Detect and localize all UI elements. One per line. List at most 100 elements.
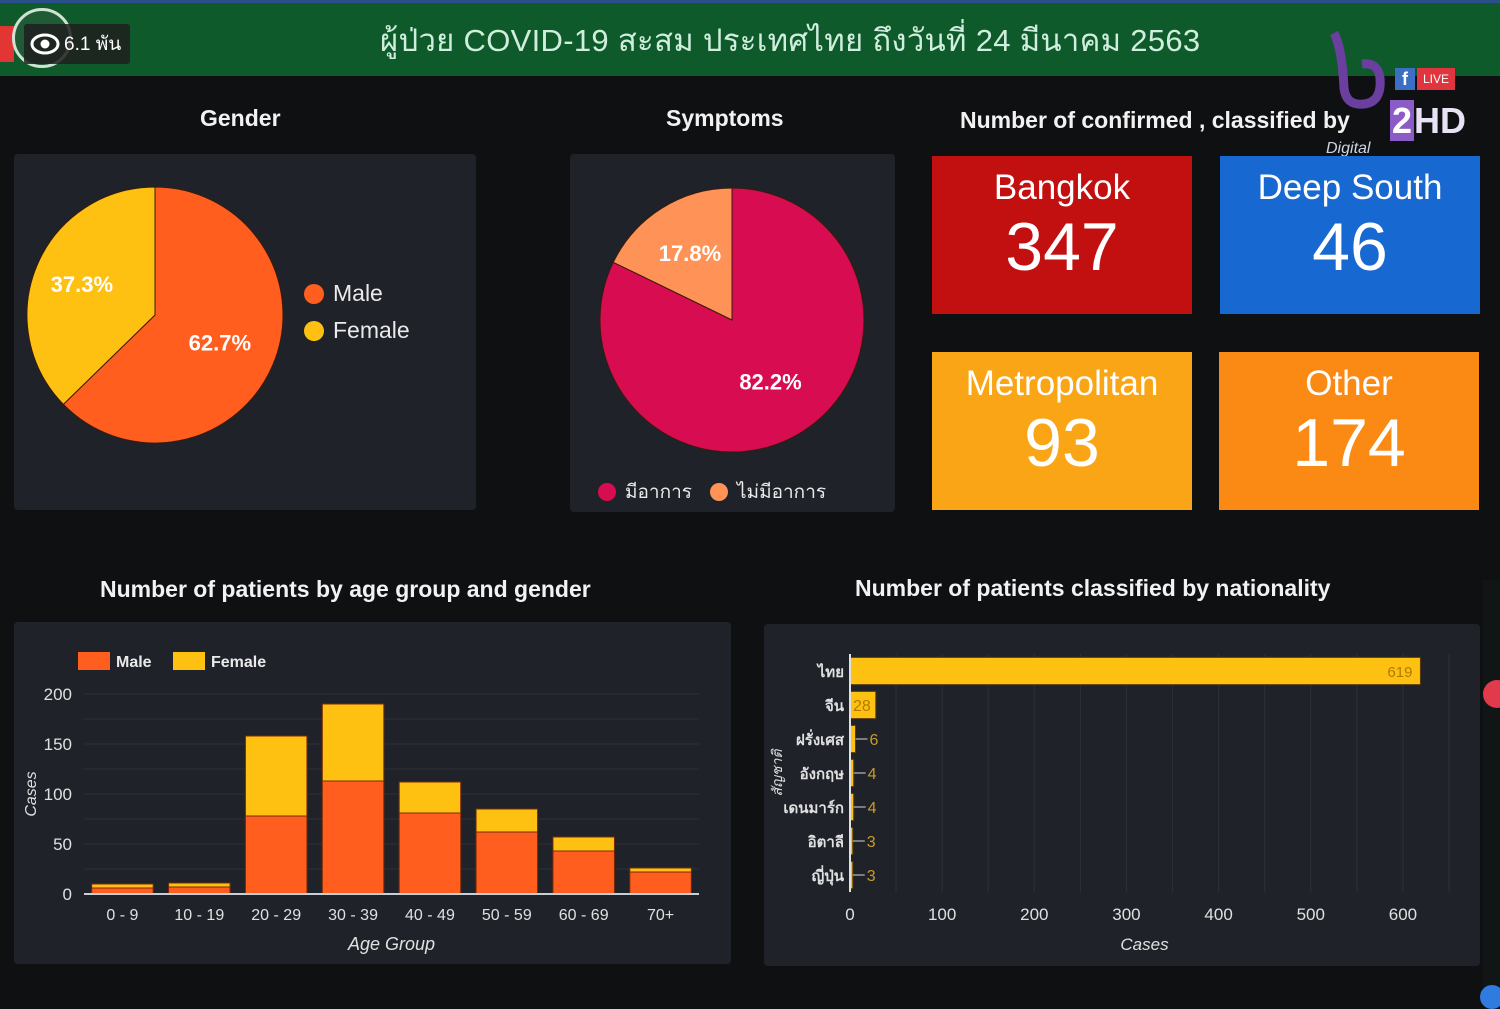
legend-swatch-male <box>78 652 110 670</box>
region-tile-deep-south: Deep South 46 <box>1220 156 1480 314</box>
data-label: 4 <box>868 800 877 817</box>
gender-pie-data-label: 62.7% <box>189 330 251 355</box>
legend-label-female: Female <box>211 654 266 671</box>
x-tick-label: 100 <box>928 905 956 924</box>
y-tick-label: ไทย <box>816 662 844 681</box>
region-value: 46 <box>1312 209 1388 285</box>
page-title: ผู้ป่วย COVID-19 สะสม ประเทศไทย ถึงวันที… <box>380 23 1201 58</box>
data-label: 6 <box>870 732 879 749</box>
gender-title: Gender <box>200 105 281 131</box>
y-tick-label: 0 <box>63 885 72 904</box>
bar-male <box>168 886 231 895</box>
bar-female <box>91 883 154 889</box>
x-tick-label: 400 <box>1204 905 1232 924</box>
bar-female <box>629 867 692 873</box>
channel-logo: f LIVE 2HD Digital <box>1320 28 1470 160</box>
gender-pie-data-label: 37.3% <box>51 272 113 297</box>
symptomatic-swatch <box>598 483 616 501</box>
legend-swatch-female <box>173 652 205 670</box>
x-tick-label: 0 - 9 <box>106 907 138 924</box>
y-tick-label: จีน <box>825 698 845 715</box>
data-label: 3 <box>867 868 876 885</box>
region-label: Other <box>1305 364 1393 403</box>
region-tile-metropolitan: Metropolitan 93 <box>932 352 1192 510</box>
gender-panel: 62.7% 37.3% Male Female <box>14 154 476 510</box>
y-tick-label: อิตาลี <box>808 833 844 851</box>
facebook-icon: f <box>1395 68 1415 90</box>
symptoms-panel: 82.2% 17.8% มีอาการ ไม่มีอาการ <box>570 154 895 512</box>
region-label: Metropolitan <box>965 364 1159 403</box>
symptoms-pie-chart: 82.2% 17.8% <box>599 187 865 453</box>
symptoms-pie-data-label: 82.2% <box>739 370 801 395</box>
x-axis-title: Age Group <box>347 934 435 954</box>
eye-icon <box>30 33 60 55</box>
y-axis-title: สัญชาติ <box>769 748 786 797</box>
age-chart-title: Number of patients by age group and gend… <box>100 576 591 602</box>
header-bar: ผู้ป่วย COVID-19 สะสม ประเทศไทย ถึงวันที… <box>0 0 1500 76</box>
data-label: 3 <box>867 834 876 851</box>
bar-male <box>321 780 385 895</box>
region-value: 174 <box>1292 405 1406 481</box>
reaction-strip <box>1483 580 1500 1000</box>
bar-male <box>398 812 462 895</box>
data-label: 619 <box>1387 664 1412 681</box>
bar-male <box>552 850 615 895</box>
x-tick-label: 10 - 19 <box>174 907 224 924</box>
female-swatch <box>304 320 324 341</box>
viewer-count-badge: 6.1 พัน <box>24 24 130 64</box>
region-tile-other: Other 174 <box>1219 352 1479 510</box>
channel-number: 2HD <box>1390 100 1467 141</box>
regions-title: Number of confirmed , classified by <box>960 107 1350 133</box>
region-label: Bangkok <box>993 168 1131 207</box>
y-tick-label: 200 <box>44 685 72 704</box>
live-indicator <box>0 26 14 62</box>
y-tick-label: เดนมาร์ก <box>783 799 844 817</box>
y-tick-label: 50 <box>53 835 72 854</box>
y-axis-title: Cases <box>23 771 40 816</box>
x-tick-label: 40 - 49 <box>405 907 455 924</box>
x-tick-label: 70+ <box>647 907 674 924</box>
bar-female <box>552 836 615 852</box>
live-badge: LIVE <box>1417 68 1455 90</box>
like-reaction-icon[interactable] <box>1480 985 1500 1009</box>
bar-female <box>168 882 231 888</box>
nationality-chart-panel: 0 100 200 300 400 500 600 ไทย 619 จีน 28 ฝรั่งเศส 6 อ… <box>764 624 1480 966</box>
nationality-bar-chart: 0 100 200 300 400 500 600 ไทย 619 จีน 28 ฝรั่งเศส 6 อ… <box>769 654 1450 954</box>
nationality-chart-title: Number of patients classified by nationa… <box>855 575 1331 601</box>
y-tick-label: 100 <box>44 785 72 804</box>
x-axis-title: Cases <box>1120 935 1169 954</box>
channel-curve-icon <box>1329 30 1385 109</box>
age-group-bar-chart: 0 50 100 150 200 0 - 9 10 - 19 20 - 29 30 - 39 40… <box>23 652 699 954</box>
y-tick-label: ฝรั่งเศส <box>796 729 845 749</box>
y-tick-label: ญี่ปุ่น <box>811 865 844 886</box>
legend-male: Male <box>304 280 383 307</box>
symptoms-pie-data-label: 17.8% <box>659 241 721 266</box>
data-label: 4 <box>868 766 877 783</box>
gender-pie-chart: 62.7% 37.3% <box>26 186 284 444</box>
gender-pie-slice <box>62 186 284 444</box>
x-tick-label: 500 <box>1297 905 1325 924</box>
bar-male <box>244 815 308 895</box>
digital-label: Digital <box>1326 140 1371 157</box>
symptoms-pie-slice <box>612 187 733 321</box>
x-tick-label: 600 <box>1389 905 1417 924</box>
viewer-count: 6.1 พัน <box>64 34 122 55</box>
legend-asymptomatic: ไม่มีอาการ <box>710 477 826 507</box>
age-chart-panel: 0 50 100 150 200 0 - 9 10 - 19 20 - 29 30 - 39 40… <box>14 622 731 964</box>
heart-reaction-icon[interactable] <box>1483 680 1500 708</box>
bar-female <box>321 703 385 782</box>
region-value: 347 <box>1005 209 1119 285</box>
x-tick-label: 200 <box>1020 905 1048 924</box>
bar-female <box>398 781 462 814</box>
gender-pie-slice <box>26 186 156 406</box>
legend-symptomatic: มีอาการ <box>598 477 692 507</box>
asymptomatic-swatch <box>710 483 728 501</box>
legend-female: Female <box>304 317 410 344</box>
legend-label-male: Male <box>116 654 152 671</box>
x-tick-label: 0 <box>845 905 854 924</box>
x-tick-label: 20 - 29 <box>251 907 301 924</box>
x-tick-label: 30 - 39 <box>328 907 378 924</box>
bar-male <box>475 831 539 895</box>
x-tick-label: 60 - 69 <box>559 907 609 924</box>
x-tick-label: 50 - 59 <box>482 907 532 924</box>
